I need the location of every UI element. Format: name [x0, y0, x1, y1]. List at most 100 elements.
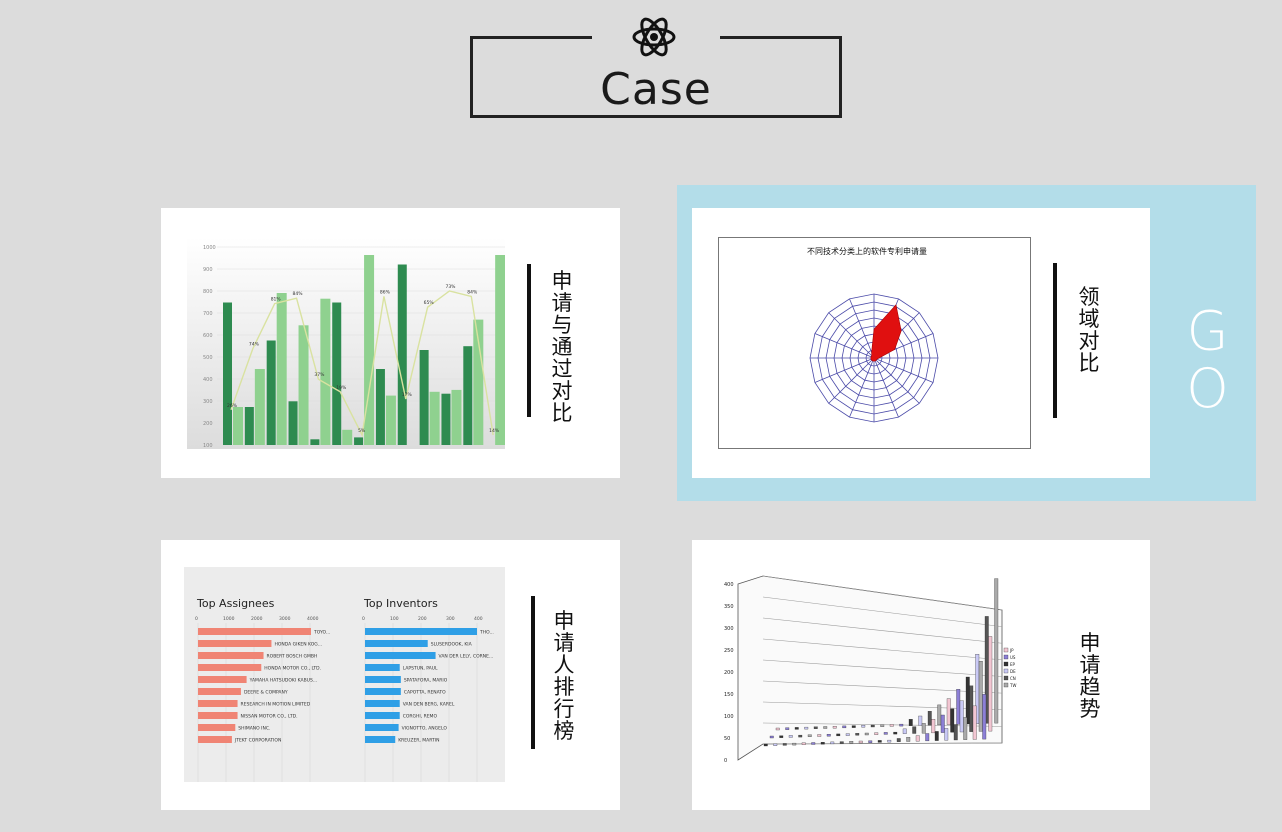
trend-bar: [918, 715, 923, 726]
card-application-trend[interactable]: 400 350 300 250 200 150 100 50 0 JP US EP DE CN TW 申请…: [692, 540, 1150, 810]
trend-bar: [798, 734, 803, 738]
bar-dark: [441, 393, 451, 445]
inventor-name: SPATAFORA, MARIO: [404, 678, 448, 684]
percent-label: 81%: [271, 297, 282, 303]
trend-bar: [921, 723, 926, 734]
assignee-name: RESEARCH IN MOTION LIMITED: [241, 702, 311, 708]
inventor-bar: [365, 724, 399, 731]
percent-label: 37%: [314, 372, 325, 378]
bar-light: [276, 293, 287, 445]
trend-bar: [845, 733, 850, 736]
bar-light: [429, 391, 440, 445]
bar-dark: [288, 401, 298, 445]
trend-bar: [779, 735, 784, 738]
trend-bar: [851, 725, 856, 728]
card-application-vs-grant[interactable]: 1000 900 800 700 600 500 400 300 200 100 26% 74% 81…: [161, 208, 620, 478]
go-label: GO: [1176, 300, 1239, 414]
inventor-bar: [365, 688, 401, 695]
assignee-bar: [198, 652, 264, 659]
trend-bar: [855, 733, 860, 736]
bar-dark: [223, 302, 232, 445]
axis-tick-label: 0: [195, 616, 198, 622]
assignee-name: JTEKT CORPORATION: [234, 738, 281, 744]
axis-tick-label: 1000: [223, 616, 235, 622]
header-frame-right: [839, 36, 842, 118]
percent-label: 14%: [489, 428, 500, 434]
trend-bar: [887, 739, 892, 743]
inventor-name: KREUZER, MARTIN: [398, 738, 439, 744]
bar-light: [473, 319, 484, 445]
bar-dark: [375, 369, 385, 445]
axis-tick-label: 3000: [279, 616, 291, 622]
bar-dark: [244, 407, 254, 445]
header-frame-top-right: [720, 36, 842, 39]
legend-label: US: [1010, 655, 1016, 660]
inventor-bar: [365, 736, 396, 743]
radar-spoke: [873, 357, 899, 418]
percent-label: 73%: [445, 284, 456, 290]
y-tick-label: 200: [203, 421, 213, 427]
bar-dark: [397, 264, 407, 445]
percent-label: 84%: [467, 289, 478, 295]
trend-bar: [870, 724, 875, 728]
legend-swatch: [1003, 661, 1009, 667]
card-field-comparison[interactable]: 不同技术分类上的软件专利申请量 领域对比: [692, 208, 1150, 478]
assignee-name: ROBERT BOSCH GMBH: [267, 654, 318, 660]
trend-bar: [915, 735, 920, 742]
inventor-name: CORGHI, REMO: [403, 714, 438, 720]
legend-label: TW: [1009, 683, 1016, 688]
trend-bar: [807, 734, 812, 737]
trend-3d-chart: 400 350 300 250 200 150 100 50 0 JP US EP DE CN TW: [724, 575, 1016, 764]
ranking-chart-thumbnail: Top Assignees Top Inventors 0 1000 2000 300…: [184, 567, 505, 782]
trend-bar: [826, 734, 831, 737]
bar-dark: [332, 302, 342, 445]
bar-line-chart-thumbnail: 1000 900 800 700 600 500 400 300 200 100 26% 74% 81…: [187, 237, 505, 449]
gridline: [762, 596, 1003, 627]
axis-tick-label: 0: [362, 616, 365, 622]
assignee-bar: [198, 640, 272, 647]
trend-bar: [902, 728, 907, 734]
card-label: 申请人排行榜: [553, 609, 575, 743]
radar-spoke: [814, 333, 875, 359]
trend-bar: [956, 689, 961, 725]
axis-tick-label: 200: [418, 616, 427, 622]
legend-swatch: [1003, 647, 1009, 653]
gridline: [762, 659, 1003, 677]
atom-logo-icon: [632, 17, 676, 57]
inventor-name: SLUSERDOOK, KIA: [431, 642, 473, 648]
card-applicant-ranking[interactable]: Top Assignees Top Inventors 0 1000 2000 300…: [161, 540, 620, 810]
trend-bar: [874, 732, 879, 735]
trend-bar: [842, 725, 847, 729]
trend-bar: [994, 578, 999, 724]
y-tick-label: 400: [724, 582, 734, 588]
y-tick-label: 900: [203, 267, 213, 273]
trend-bar: [817, 734, 822, 737]
trend-chart-thumbnail: 400 350 300 250 200 150 100 50 0 JP US EP DE CN TW: [716, 568, 1021, 796]
trend-bar: [899, 723, 904, 727]
assignees-title: Top Assignees: [196, 597, 275, 610]
assignee-name: YAMAHA HATSUDOKI KABUS...: [249, 678, 318, 684]
trend-bar: [937, 704, 942, 726]
ranking-chart: Top Assignees Top Inventors 0 1000 2000 300…: [184, 567, 505, 782]
radar-spoke: [849, 298, 875, 359]
bar-light: [364, 255, 375, 445]
trend-bar: [912, 726, 917, 734]
trend-bar: [782, 743, 787, 746]
legend-swatch: [1003, 654, 1009, 660]
card-label: 领域对比: [1078, 285, 1100, 375]
trend-bar: [946, 698, 951, 725]
y-tick-label: 100: [724, 714, 734, 720]
bar-dark: [354, 437, 364, 445]
trend-bar: [773, 743, 778, 746]
card-label: 申请趋势: [1079, 631, 1101, 721]
legend-swatch: [1003, 668, 1009, 674]
radar-title: 不同技术分类上的软件专利申请量: [807, 246, 927, 256]
assignee-bar: [198, 736, 232, 743]
header-frame-top-left: [470, 36, 592, 39]
go-button[interactable]: GO: [1176, 300, 1239, 418]
trend-bar: [934, 731, 939, 741]
inventor-name: THO...: [479, 630, 494, 636]
bar-light: [233, 407, 243, 445]
percent-label: 74%: [249, 342, 260, 348]
trend-bar: [931, 719, 936, 734]
